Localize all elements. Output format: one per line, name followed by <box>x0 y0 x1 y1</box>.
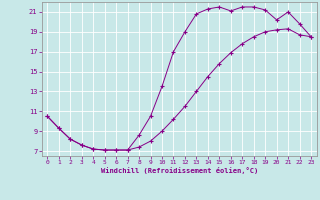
X-axis label: Windchill (Refroidissement éolien,°C): Windchill (Refroidissement éolien,°C) <box>100 167 258 174</box>
